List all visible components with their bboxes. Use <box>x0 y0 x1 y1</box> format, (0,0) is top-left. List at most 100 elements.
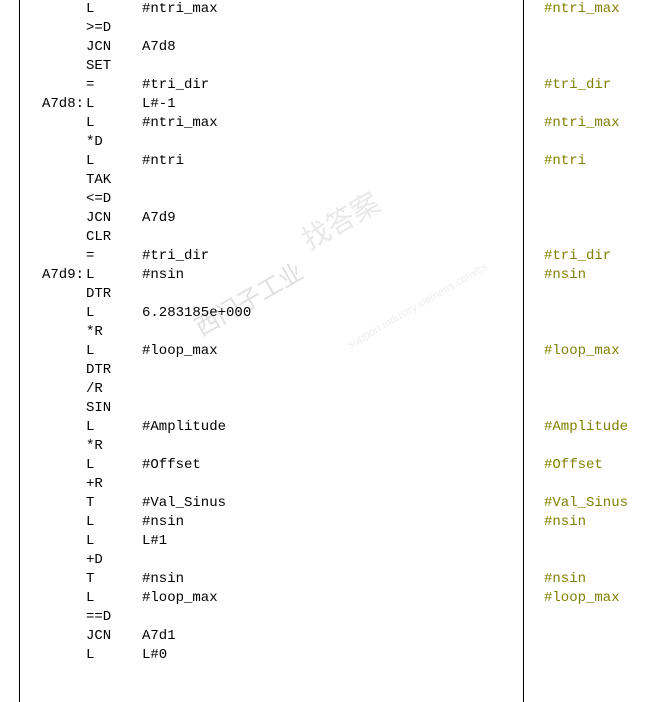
line-comment: #Amplitude <box>544 418 628 437</box>
line-argument: #tri_dir <box>142 247 482 266</box>
code-line[interactable]: L#ntri_max#ntri_max <box>42 0 657 19</box>
code-line[interactable]: *D <box>42 133 657 152</box>
line-argument: L#-1 <box>142 95 482 114</box>
line-comment: #ntri <box>544 152 586 171</box>
line-label <box>42 627 86 646</box>
line-argument: A7d8 <box>142 38 482 57</box>
line-argument: #nsin <box>142 513 482 532</box>
code-line[interactable]: DTR <box>42 285 657 304</box>
code-line[interactable]: L#ntri_max#ntri_max <box>42 114 657 133</box>
code-line[interactable]: =#tri_dir#tri_dir <box>42 76 657 95</box>
code-line[interactable]: DTR <box>42 361 657 380</box>
line-label <box>42 494 86 513</box>
line-label <box>42 532 86 551</box>
code-line[interactable]: <=D <box>42 190 657 209</box>
line-opcode: L <box>86 646 142 665</box>
code-line[interactable]: L6.283185e+000 <box>42 304 657 323</box>
code-editor: 找答案 西门子工业 support.industry.siemens.com/c… <box>0 0 657 702</box>
line-opcode: ==D <box>86 608 142 627</box>
code-line[interactable]: LL#1 <box>42 532 657 551</box>
code-line[interactable]: T#nsin#nsin <box>42 570 657 589</box>
line-opcode: = <box>86 76 142 95</box>
line-opcode: TAK <box>86 171 142 190</box>
code-line[interactable]: ==D <box>42 608 657 627</box>
code-line[interactable]: T#Val_Sinus#Val_Sinus <box>42 494 657 513</box>
line-comment: #Val_Sinus <box>544 494 628 513</box>
line-argument: #ntri <box>142 152 482 171</box>
code-line[interactable]: L#Offset#Offset <box>42 456 657 475</box>
line-argument: #Offset <box>142 456 482 475</box>
code-line[interactable]: L#loop_max#loop_max <box>42 342 657 361</box>
line-opcode: DTR <box>86 285 142 304</box>
left-margin <box>20 0 38 702</box>
line-label <box>42 361 86 380</box>
line-opcode: JCN <box>86 38 142 57</box>
line-argument: 6.283185e+000 <box>142 304 482 323</box>
code-line[interactable]: L#loop_max#loop_max <box>42 589 657 608</box>
line-argument: #nsin <box>142 570 482 589</box>
code-line[interactable]: +D <box>42 551 657 570</box>
line-argument <box>142 475 482 494</box>
line-opcode: *R <box>86 437 142 456</box>
line-opcode: L <box>86 114 142 133</box>
code-line[interactable]: CLR <box>42 228 657 247</box>
code-line[interactable]: +R <box>42 475 657 494</box>
code-line[interactable]: >=D <box>42 19 657 38</box>
line-opcode: DTR <box>86 361 142 380</box>
line-comment: #Offset <box>544 456 603 475</box>
code-line[interactable]: TAK <box>42 171 657 190</box>
code-line[interactable]: SET <box>42 57 657 76</box>
line-label <box>42 209 86 228</box>
line-argument: #ntri_max <box>142 114 482 133</box>
line-opcode: +D <box>86 551 142 570</box>
line-opcode: L <box>86 456 142 475</box>
line-label <box>42 551 86 570</box>
line-comment: #ntri_max <box>544 0 620 19</box>
line-label <box>42 475 86 494</box>
line-argument <box>142 437 482 456</box>
line-opcode: L <box>86 532 142 551</box>
line-argument <box>142 285 482 304</box>
code-line[interactable]: *R <box>42 323 657 342</box>
line-opcode: L <box>86 95 142 114</box>
line-argument: #Val_Sinus <box>142 494 482 513</box>
line-comment: #ntri_max <box>544 114 620 133</box>
line-label <box>42 399 86 418</box>
code-line[interactable]: =#tri_dir#tri_dir <box>42 247 657 266</box>
line-argument <box>142 57 482 76</box>
line-argument <box>142 190 482 209</box>
code-line[interactable]: L#Amplitude#Amplitude <box>42 418 657 437</box>
line-comment: #tri_dir <box>544 247 611 266</box>
code-line[interactable]: LL#0 <box>42 646 657 665</box>
code-line[interactable]: JCNA7d1 <box>42 627 657 646</box>
code-line[interactable]: A7d9:L#nsin#nsin <box>42 266 657 285</box>
line-label <box>42 114 86 133</box>
line-label <box>42 152 86 171</box>
code-line[interactable]: A7d8:LL#-1 <box>42 95 657 114</box>
code-line[interactable]: *R <box>42 437 657 456</box>
line-label <box>42 285 86 304</box>
line-argument <box>142 361 482 380</box>
line-label <box>42 76 86 95</box>
line-opcode: SET <box>86 57 142 76</box>
code-line[interactable]: JCNA7d8 <box>42 38 657 57</box>
line-opcode: /R <box>86 380 142 399</box>
line-label <box>42 247 86 266</box>
line-opcode: <=D <box>86 190 142 209</box>
line-argument: L#0 <box>142 646 482 665</box>
line-opcode: *R <box>86 323 142 342</box>
code-area[interactable]: 找答案 西门子工业 support.industry.siemens.com/c… <box>38 0 657 702</box>
code-line[interactable]: SIN <box>42 399 657 418</box>
code-line[interactable]: /R <box>42 380 657 399</box>
line-opcode: SIN <box>86 399 142 418</box>
code-line[interactable]: L#nsin#nsin <box>42 513 657 532</box>
line-comment: #tri_dir <box>544 76 611 95</box>
line-label <box>42 456 86 475</box>
line-label <box>42 323 86 342</box>
line-opcode: *D <box>86 133 142 152</box>
code-line[interactable]: JCNA7d9 <box>42 209 657 228</box>
line-argument: #ntri_max <box>142 0 482 19</box>
line-argument <box>142 171 482 190</box>
line-argument: A7d9 <box>142 209 482 228</box>
code-line[interactable]: L#ntri#ntri <box>42 152 657 171</box>
